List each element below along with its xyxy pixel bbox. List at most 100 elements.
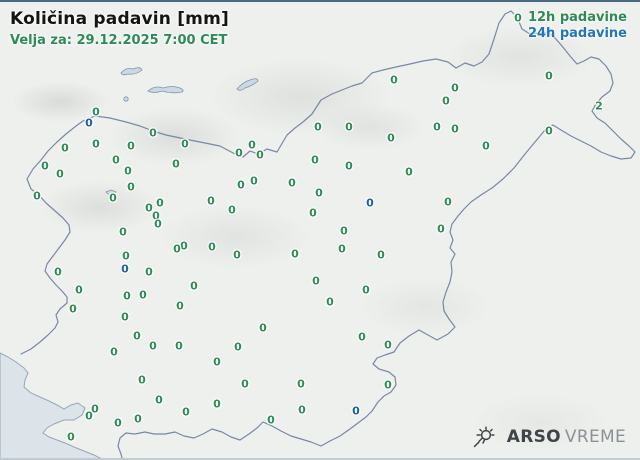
- station-value: 0: [152, 209, 160, 223]
- station-value: 0: [451, 122, 459, 136]
- station-value: 0: [291, 247, 299, 261]
- station-value: 0: [92, 105, 100, 119]
- station-value: 0: [315, 186, 323, 200]
- station-value: 0: [437, 222, 445, 236]
- station-value: 0: [314, 120, 322, 134]
- station-value: 0: [139, 288, 147, 302]
- station-value: 0: [545, 124, 553, 138]
- brand-text: ARSO VREME: [507, 427, 626, 447]
- station-value: 0: [122, 249, 130, 263]
- station-value: 0: [134, 412, 142, 426]
- lake-shape: [120, 67, 143, 76]
- station-value: 0: [433, 120, 441, 134]
- station-value: 0: [366, 196, 374, 210]
- station-value: 0: [154, 217, 162, 231]
- station-value: 0: [91, 402, 99, 416]
- station-value: 0: [56, 167, 64, 181]
- station-value: 0: [345, 159, 353, 173]
- station-value: 0: [377, 248, 385, 262]
- station-value: 0: [172, 157, 180, 171]
- station-value: 0: [33, 189, 41, 203]
- station-value: 0: [235, 146, 243, 160]
- station-value: 0: [297, 377, 305, 391]
- station-value: 0: [352, 404, 360, 418]
- lake-shape: [123, 96, 129, 102]
- station-value: 0: [67, 430, 75, 444]
- station-value: 0: [298, 403, 306, 417]
- station-value: 0: [156, 196, 164, 210]
- station-value: 0: [545, 69, 553, 83]
- station-value: 0: [362, 283, 370, 297]
- station-value: 0: [127, 180, 135, 194]
- station-value: 0: [85, 409, 93, 423]
- station-value: 0: [358, 330, 366, 344]
- country-border-west: [20, 120, 84, 355]
- station-value: 0: [127, 139, 135, 153]
- brand-arso: ARSO: [506, 427, 561, 447]
- station-value: 0: [138, 373, 146, 387]
- station-value: 0: [208, 240, 216, 254]
- station-value: 0: [288, 176, 296, 190]
- station-value: 0: [444, 195, 452, 209]
- station-value: 0: [61, 141, 69, 155]
- country-border: [82, 10, 636, 458]
- station-value: 0: [145, 201, 153, 215]
- station-value: 0: [75, 283, 83, 297]
- station-value: 0: [311, 153, 319, 167]
- map-header: Količina padavin [mm] Velja za: 29.12.20…: [10, 9, 229, 48]
- station-value: 2: [595, 99, 603, 113]
- station-value: 0: [442, 94, 450, 108]
- station-value: 0: [155, 393, 163, 407]
- station-value: 0: [112, 153, 120, 167]
- station-value: 0: [173, 242, 181, 256]
- station-value: 0: [387, 131, 395, 145]
- station-value: 0: [482, 139, 490, 153]
- station-value: 0: [182, 405, 190, 419]
- station-value: 0: [250, 174, 258, 188]
- station-value: 0: [124, 164, 132, 178]
- station-value: 0: [207, 194, 215, 208]
- station-value: 0: [175, 339, 183, 353]
- sea-area: [0, 352, 102, 458]
- station-value: 0: [119, 225, 127, 239]
- station-value: 0: [92, 137, 100, 151]
- station-value: 0: [259, 321, 267, 335]
- station-value: 0: [338, 242, 346, 256]
- valid-time-label: Velja za: 29.12.2025 7:00 CET: [10, 33, 228, 48]
- arso-vreme-logo[interactable]: ARSO VREME: [472, 425, 626, 449]
- station-value: 0: [133, 329, 141, 343]
- station-value: 0: [180, 239, 188, 253]
- station-value: 0: [149, 339, 157, 353]
- station-value: 0: [451, 81, 459, 95]
- station-value: 0: [405, 165, 413, 179]
- station-value: 0: [145, 265, 153, 279]
- station-value: 0: [121, 310, 129, 324]
- station-value: 0: [190, 279, 198, 293]
- station-value: 0: [121, 262, 129, 276]
- lake-shape: [105, 189, 117, 196]
- station-value: 0: [345, 120, 353, 134]
- station-value: 0: [309, 206, 317, 220]
- station-value: 0: [237, 178, 245, 192]
- station-value: 0: [54, 265, 62, 279]
- station-value: 0: [181, 137, 189, 151]
- legend: 12h padavine 24h padavine: [528, 10, 627, 42]
- sun-icon: [473, 426, 495, 448]
- station-value: 0: [213, 397, 221, 411]
- station-value: 0: [248, 138, 256, 152]
- station-value: 0: [384, 378, 392, 392]
- station-value: 0: [390, 73, 398, 87]
- lake-shape: [147, 86, 184, 94]
- station-value: 0: [312, 274, 320, 288]
- station-value: 0: [123, 289, 131, 303]
- station-value: 0: [41, 159, 49, 173]
- legend-24h-label: 24h padavine: [527, 26, 627, 41]
- station-value: 0: [109, 191, 117, 205]
- legend-12h-label: 12h padavine: [527, 10, 627, 25]
- lake-shape: [236, 78, 259, 91]
- station-value: 0: [340, 224, 348, 238]
- station-value: 0: [514, 11, 522, 25]
